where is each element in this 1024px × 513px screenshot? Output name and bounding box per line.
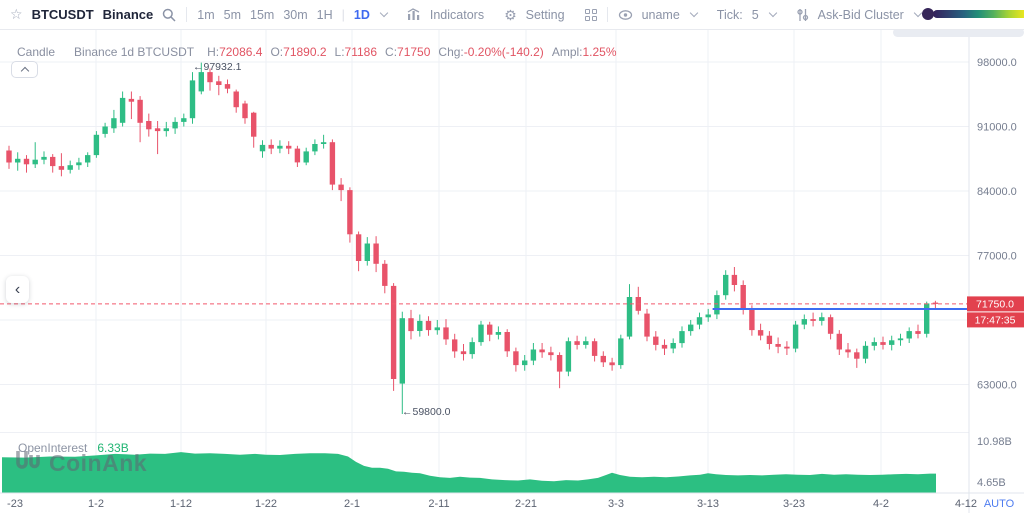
watermark-text: CoinAnk bbox=[49, 450, 148, 476]
legend-series: Candle bbox=[17, 45, 56, 59]
tick-label: Tick: bbox=[716, 7, 743, 22]
date-tick: 4-2 bbox=[873, 498, 889, 510]
price-tick: 98000.0 bbox=[977, 57, 1017, 69]
oi-axis-top: 10.98B bbox=[977, 436, 1012, 448]
eye-icon bbox=[618, 9, 633, 21]
uname-dropdown[interactable]: uname bbox=[608, 8, 707, 22]
date-tick: 1-12 bbox=[170, 498, 192, 510]
chevron-down-icon bbox=[689, 8, 699, 18]
legend-source: Binance 1d BTCUSDT bbox=[74, 45, 195, 59]
timeframe-1h[interactable]: 1H bbox=[316, 7, 333, 22]
top-toolbar: ☆ BTCUSDT Binance 1m 5m 15m 30m 1H | 1D … bbox=[0, 0, 1024, 30]
legend-open: O:71890.2 bbox=[270, 45, 327, 59]
date-tick: 3-23 bbox=[783, 498, 805, 510]
setting-button[interactable]: ⚙ Setting bbox=[494, 8, 574, 22]
price-annotation: ←59800.0 bbox=[402, 406, 451, 418]
legend-change: Chg:-0.20%(-140.2) bbox=[438, 45, 544, 59]
oi-axis-bottom: 4.65B bbox=[977, 477, 1006, 489]
uname-label: uname bbox=[641, 7, 680, 22]
askbid-cluster-dropdown[interactable]: Ask-Bid Cluster bbox=[786, 8, 931, 22]
indicators-icon bbox=[407, 8, 421, 21]
timeframe-1d-active[interactable]: 1D bbox=[353, 7, 370, 22]
date-tick: 2-21 bbox=[515, 498, 537, 510]
date-tick: -23 bbox=[7, 498, 23, 510]
layout-grid-icon[interactable] bbox=[584, 8, 597, 21]
auto-scale-button[interactable]: AUTO bbox=[984, 498, 1015, 510]
date-tick: 1-22 bbox=[255, 498, 277, 510]
ohlc-legend: Candle Binance 1d BTCUSDT H:72086.4 O:71… bbox=[17, 45, 617, 59]
askbid-label: Ask-Bid Cluster bbox=[817, 7, 904, 22]
price-tick: 84000.0 bbox=[977, 186, 1017, 198]
timeframe-15m[interactable]: 15m bbox=[250, 7, 275, 22]
open-interest-label: OpenInterest bbox=[18, 441, 88, 455]
legend-amplitude: Ampl:1.25% bbox=[551, 45, 617, 59]
svg-text:17:47:35: 17:47:35 bbox=[975, 315, 1016, 327]
chevron-down-icon bbox=[913, 8, 923, 18]
open-interest-legend: OpenInterest 6.33B bbox=[18, 441, 129, 455]
date-tick: 4-12 bbox=[955, 498, 977, 510]
open-interest-value: 6.33B bbox=[97, 441, 129, 455]
sliders-icon bbox=[796, 8, 809, 22]
favorite-star-icon[interactable]: ☆ bbox=[10, 6, 23, 22]
current-price-tag: 71750.0 17:47:35 bbox=[967, 296, 1024, 328]
timeframe-separator: | bbox=[341, 7, 345, 22]
exchange-label[interactable]: Binance bbox=[102, 7, 154, 22]
symbol-label[interactable]: BTCUSDT bbox=[31, 7, 94, 22]
date-tick: 2-1 bbox=[344, 498, 360, 510]
tick-value: 5 bbox=[751, 7, 759, 22]
legend-high: H:72086.4 bbox=[207, 45, 263, 59]
date-tick: 3-3 bbox=[608, 498, 624, 510]
collapse-legend-button[interactable] bbox=[11, 61, 38, 78]
scroll-left-button[interactable]: ‹ bbox=[6, 276, 29, 303]
heatmap-gradient-handle[interactable] bbox=[922, 8, 934, 20]
coinank-watermark: CoinAnk bbox=[16, 449, 147, 478]
candles[interactable] bbox=[6, 62, 939, 414]
tick-dropdown[interactable]: Tick: 5 bbox=[707, 8, 786, 22]
date-tick: 2-11 bbox=[428, 498, 449, 510]
timeframe-5m[interactable]: 5m bbox=[223, 7, 241, 22]
timeframe-30m[interactable]: 30m bbox=[283, 7, 308, 22]
chevron-down-icon bbox=[768, 8, 777, 18]
price-tick: 63000.0 bbox=[977, 380, 1017, 392]
coinank-logo-icon bbox=[16, 449, 42, 478]
toolbar-divider bbox=[606, 7, 608, 22]
timeframe-1m[interactable]: 1m bbox=[197, 7, 215, 22]
chart-top-scrollbar[interactable] bbox=[893, 28, 1024, 37]
toolbar-divider bbox=[186, 7, 188, 22]
heatmap-gradient-bar[interactable] bbox=[933, 10, 1024, 18]
indicators-button[interactable]: Indicators bbox=[397, 8, 494, 22]
price-tick: 77000.0 bbox=[977, 251, 1017, 263]
setting-label: Setting bbox=[525, 7, 565, 22]
date-tick: 1-2 bbox=[88, 498, 104, 510]
legend-close: C:71750 bbox=[385, 45, 431, 59]
gear-icon: ⚙ bbox=[504, 6, 517, 23]
legend-low: L:71186 bbox=[334, 45, 378, 59]
open-interest-area bbox=[2, 452, 936, 493]
price-annotation: ←97932.1 bbox=[193, 61, 242, 73]
price-tick: 91000.0 bbox=[977, 122, 1017, 134]
chevron-up-icon bbox=[20, 66, 29, 76]
search-icon[interactable] bbox=[162, 8, 176, 22]
chevron-down-icon[interactable] bbox=[379, 8, 389, 18]
svg-text:71750.0: 71750.0 bbox=[976, 299, 1014, 311]
date-tick: 3-13 bbox=[697, 498, 719, 510]
indicators-label: Indicators bbox=[429, 7, 485, 22]
